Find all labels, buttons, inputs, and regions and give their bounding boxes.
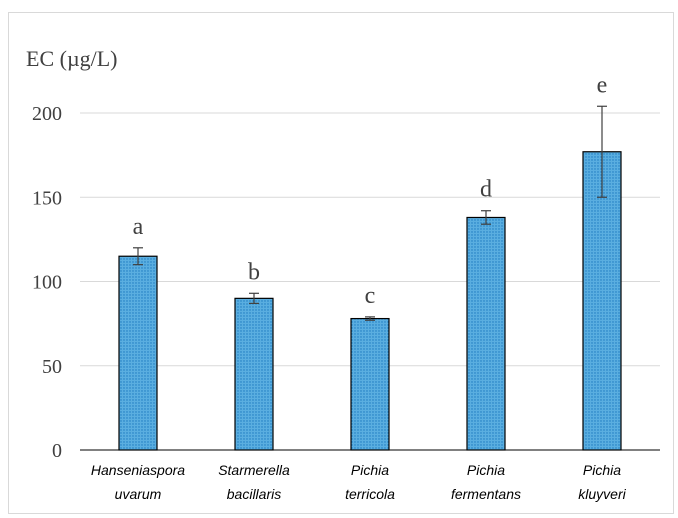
significance-label: d: [480, 177, 492, 203]
x-tick-label: kluyveri: [578, 486, 626, 502]
significance-label: a: [133, 214, 144, 240]
error-bar: [597, 105, 607, 198]
y-tick-labels: 0 50 100 150 200: [32, 103, 62, 462]
x-tick-label: terricola: [345, 486, 395, 502]
x-tick-label: Pichia: [583, 462, 621, 478]
bar: [350, 317, 390, 451]
significance-label: e: [597, 72, 608, 98]
bar: [582, 151, 622, 451]
x-tick-label: Starmerella: [218, 462, 290, 478]
x-tick-labels: Hanseniaspora uvarum Starmerella bacillaris…: [91, 462, 627, 502]
y-tick-label: 0: [52, 440, 62, 462]
x-tick-label: bacillaris: [227, 486, 281, 502]
y-tick-label: 50: [42, 356, 62, 378]
error-bar: [481, 210, 491, 225]
error-bar: [365, 316, 375, 321]
x-tick-label: uvarum: [115, 486, 162, 502]
y-tick-label: 200: [32, 103, 62, 125]
significance-label: b: [248, 259, 260, 285]
y-tick-label: 100: [32, 272, 62, 294]
y-axis-title: EC (µg/L): [26, 46, 118, 71]
y-tick-label: 150: [32, 187, 62, 209]
error-bar: [249, 292, 259, 305]
bar: [466, 216, 506, 451]
error-bar: [133, 247, 143, 266]
error-bars: [133, 105, 607, 321]
bar: [234, 297, 274, 451]
significance-labels: a b c d e: [133, 72, 608, 309]
bar: [118, 255, 158, 451]
x-tick-label: Hanseniaspora: [91, 462, 185, 478]
x-tick-label: Pichia: [467, 462, 505, 478]
significance-label: c: [365, 283, 376, 309]
x-tick-label: fermentans: [451, 486, 521, 502]
x-tick-label: Pichia: [351, 462, 389, 478]
